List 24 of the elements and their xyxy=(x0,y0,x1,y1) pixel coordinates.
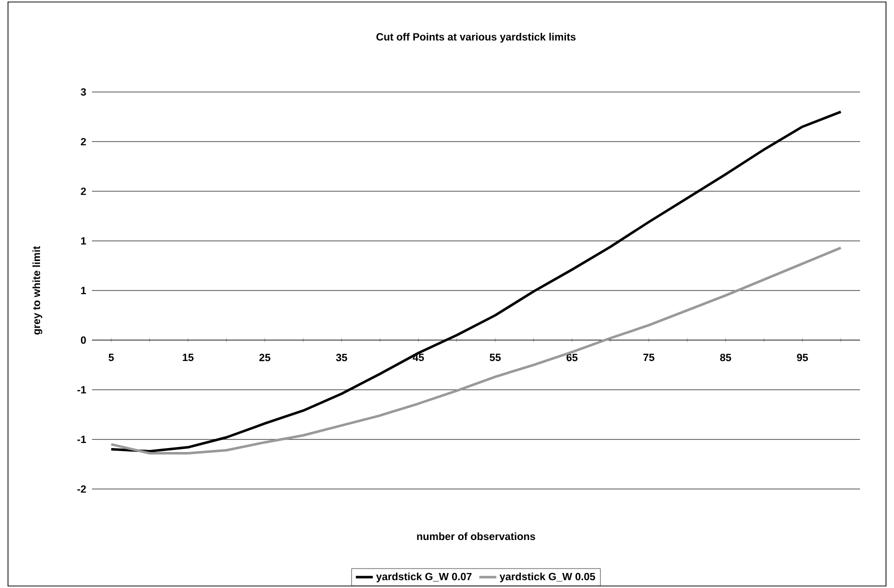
y-tick-label: 0 xyxy=(80,336,86,344)
y-tick-label: 3 xyxy=(80,88,86,96)
y-tick-label: 2 xyxy=(80,188,86,195)
x-tick-label: 35 xyxy=(336,354,348,362)
y-tick-label: 2 xyxy=(80,138,86,146)
x-tick-label: 25 xyxy=(259,354,270,362)
x-tick-label: 75 xyxy=(643,354,654,362)
x-tick-label: 65 xyxy=(566,354,578,362)
legend-label: yardstick G_W 0.07 xyxy=(376,572,472,582)
y-axis-title: grey to white limit xyxy=(32,246,42,335)
y-tick-label: -1 xyxy=(77,436,86,443)
x-tick-label: 85 xyxy=(720,354,732,362)
y-tick-label: -1 xyxy=(77,386,86,394)
y-tick-label: 1 xyxy=(81,286,86,294)
y-tick-label: 1 xyxy=(81,237,86,244)
x-tick-label: 55 xyxy=(490,354,501,362)
x-tick-label: 95 xyxy=(796,354,808,362)
y-tick-label: -2 xyxy=(77,485,86,493)
legend-label: yardstick G_W 0.05 xyxy=(500,572,596,582)
line-series xyxy=(110,246,842,454)
x-tick-label: 15 xyxy=(182,354,194,362)
x-tick-label: 5 xyxy=(108,354,114,362)
chart-title: Cut off Points at various yardstick limits xyxy=(376,32,576,43)
x-axis-title: number of observations xyxy=(417,532,536,540)
